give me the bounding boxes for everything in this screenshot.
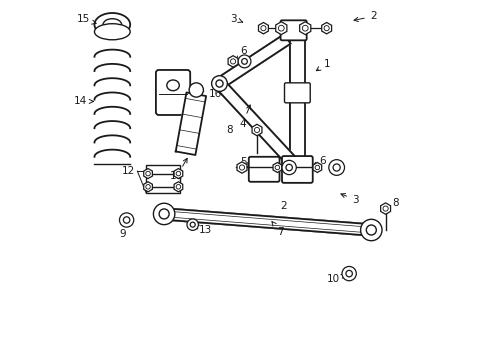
Text: 16: 16 — [193, 89, 222, 99]
Polygon shape — [272, 162, 281, 172]
Ellipse shape — [166, 80, 179, 91]
Circle shape — [328, 159, 344, 175]
FancyBboxPatch shape — [282, 156, 312, 183]
Text: 3: 3 — [230, 14, 242, 23]
Circle shape — [285, 164, 292, 171]
Circle shape — [153, 203, 175, 225]
Circle shape — [282, 160, 296, 175]
Circle shape — [216, 80, 223, 87]
Polygon shape — [216, 34, 290, 88]
Polygon shape — [215, 80, 301, 171]
Polygon shape — [143, 182, 152, 192]
Circle shape — [314, 165, 319, 170]
Polygon shape — [175, 93, 206, 155]
Ellipse shape — [94, 24, 130, 40]
Text: 10: 10 — [326, 274, 345, 284]
Circle shape — [159, 209, 169, 219]
Text: 4: 4 — [239, 105, 250, 129]
Text: 5: 5 — [240, 157, 249, 167]
Text: 12: 12 — [122, 166, 135, 176]
Polygon shape — [237, 162, 246, 173]
Circle shape — [145, 171, 150, 176]
Polygon shape — [289, 39, 305, 160]
Circle shape — [211, 76, 227, 91]
Circle shape — [382, 206, 387, 211]
FancyBboxPatch shape — [284, 83, 309, 103]
Circle shape — [360, 219, 381, 241]
Polygon shape — [321, 22, 331, 34]
Circle shape — [186, 219, 198, 230]
FancyBboxPatch shape — [280, 20, 306, 40]
Circle shape — [241, 59, 247, 64]
Circle shape — [366, 225, 376, 235]
Polygon shape — [258, 22, 268, 34]
Circle shape — [345, 270, 352, 277]
Text: 7: 7 — [271, 221, 283, 237]
Polygon shape — [275, 22, 286, 35]
Ellipse shape — [103, 19, 122, 31]
Text: 6: 6 — [236, 46, 246, 61]
Text: 8: 8 — [391, 198, 398, 208]
Circle shape — [189, 83, 203, 97]
Polygon shape — [228, 56, 238, 67]
Circle shape — [119, 213, 134, 227]
Circle shape — [254, 127, 259, 132]
Bar — [146, 165, 180, 193]
FancyBboxPatch shape — [156, 70, 190, 115]
Circle shape — [302, 25, 307, 31]
Text: 2: 2 — [280, 201, 286, 211]
Polygon shape — [251, 124, 262, 136]
Text: 11: 11 — [170, 158, 187, 181]
Text: 1: 1 — [316, 59, 329, 71]
Text: 9: 9 — [120, 229, 126, 239]
Circle shape — [275, 165, 279, 170]
Text: 13: 13 — [194, 225, 211, 235]
Text: 6: 6 — [312, 157, 325, 166]
Circle shape — [324, 26, 328, 31]
Circle shape — [260, 26, 265, 31]
Text: 15: 15 — [76, 14, 96, 24]
Polygon shape — [174, 182, 183, 192]
Circle shape — [278, 25, 284, 31]
FancyBboxPatch shape — [248, 157, 279, 182]
Text: 8: 8 — [226, 125, 232, 135]
Polygon shape — [174, 168, 183, 179]
Text: 3: 3 — [340, 194, 358, 204]
Polygon shape — [380, 203, 390, 214]
Circle shape — [176, 185, 180, 189]
Circle shape — [239, 165, 244, 170]
Circle shape — [332, 164, 340, 171]
Circle shape — [341, 266, 356, 281]
Circle shape — [123, 217, 130, 223]
Ellipse shape — [94, 13, 130, 36]
Polygon shape — [312, 162, 321, 172]
Circle shape — [145, 185, 150, 189]
Text: 14: 14 — [73, 96, 93, 107]
Circle shape — [190, 222, 195, 227]
Text: 2: 2 — [353, 12, 376, 22]
Circle shape — [176, 171, 180, 176]
Circle shape — [230, 59, 235, 64]
Circle shape — [238, 55, 250, 68]
Polygon shape — [299, 22, 310, 35]
Polygon shape — [143, 168, 152, 179]
Polygon shape — [163, 208, 371, 236]
